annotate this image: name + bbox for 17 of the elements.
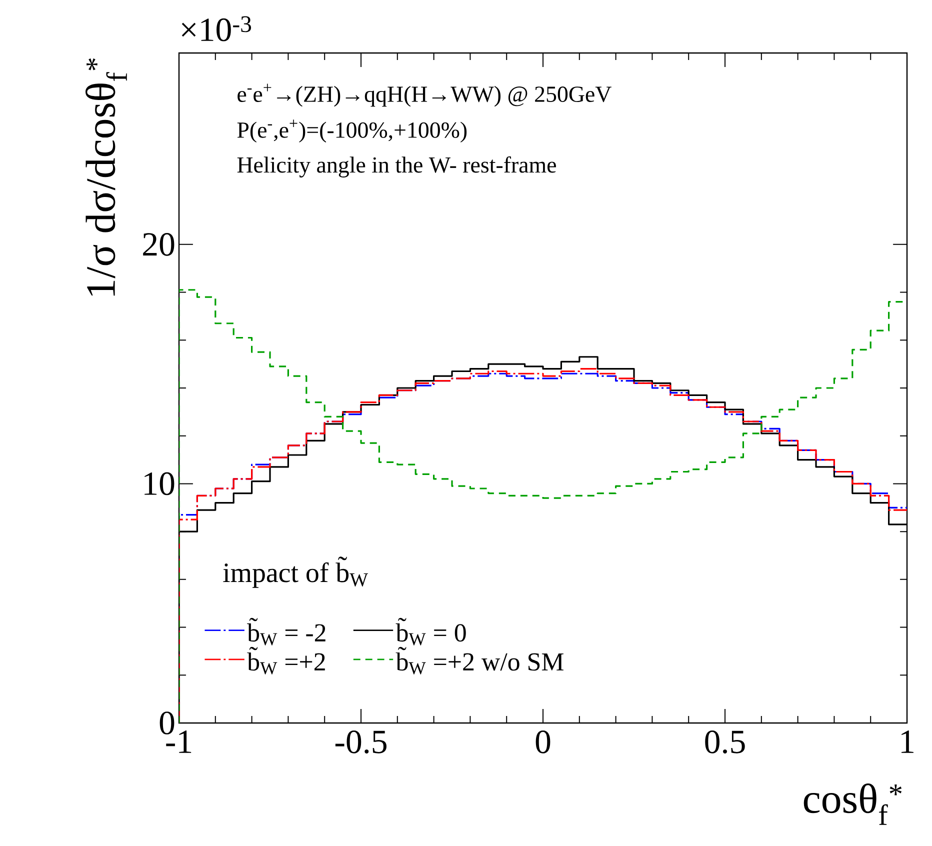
text: ×10$^{-3}$ [182,16,252,42]
x-tick-label: 0 [536,730,550,754]
y-tick-label: 10 [144,472,174,496]
x-axis-title: cosθ$_{f}$* [804,783,902,825]
x-tick-label: 1 [902,730,914,753]
annotation: e$^{-}$e$^{+}$→(ZH)→qqH(H→WW) @ 250GeV [238,84,612,107]
y-tick-label: 20 [143,232,174,256]
legend-label: b̃$_{W}$ =+2 w/o SM [396,646,564,674]
legend-label: b̃$_{W}$ = 0 [396,618,466,646]
annotation: Helicity angle in the W- rest-frame [237,156,556,178]
legend-title: impact of b̃$_{W}$ [223,556,368,588]
x-tick-label: 0.5 [705,730,745,754]
y-axis-title: 1/σ dσ/dcosθ$_{f}$* [86,58,127,296]
x-tick-label: -0.5 [335,730,386,754]
annotation: P(e$^{-}$,e$^{+}$)=(-100%,+100%) [237,120,467,143]
legend-label: b̃$_{W}$ = -2 [247,618,326,646]
legend-label: b̃$_{W}$ =+2 [247,646,325,674]
